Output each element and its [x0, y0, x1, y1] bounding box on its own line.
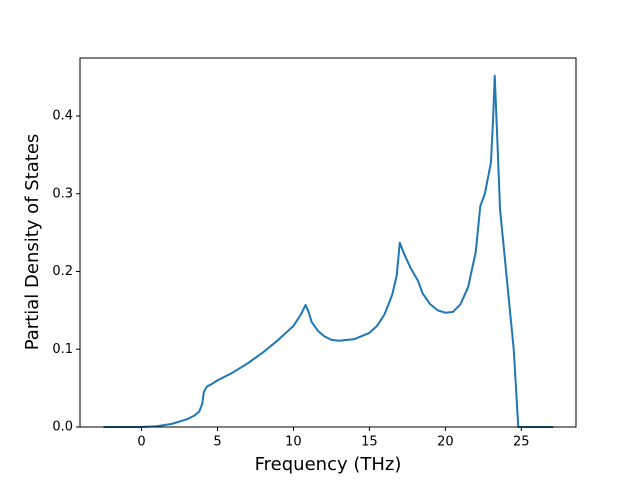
y-tick-label: 0.3	[52, 186, 73, 201]
x-tick-label: 0	[137, 435, 145, 450]
y-tick-label: 0.1	[52, 342, 73, 357]
x-tick-label: 25	[513, 435, 530, 450]
x-tick-label: 5	[213, 435, 221, 450]
x-tick-label: 20	[437, 435, 454, 450]
y-tick-label: 0.2	[52, 264, 73, 279]
y-tick-label: 0.4	[52, 109, 73, 124]
data-line	[103, 74, 554, 428]
y-tick-label: 0.0	[52, 420, 73, 435]
x-axis-label: Frequency (THz)	[255, 454, 402, 475]
y-axis-label: Partial Density of States	[22, 134, 43, 351]
x-tick-label: 10	[285, 435, 302, 450]
plot-frame	[79, 57, 577, 428]
x-tick-label: 15	[361, 435, 378, 450]
